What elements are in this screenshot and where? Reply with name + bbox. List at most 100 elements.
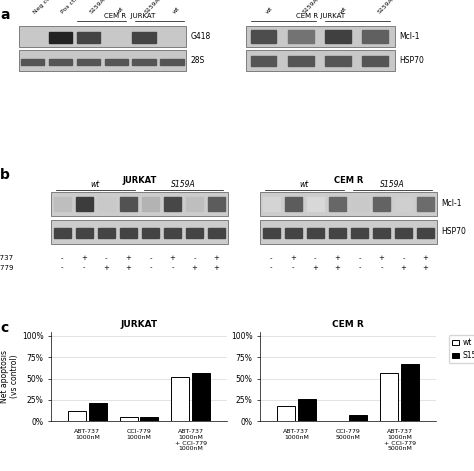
Text: -: -	[402, 255, 405, 261]
Bar	[325, 30, 351, 43]
Bar	[68, 411, 86, 422]
Text: -: -	[149, 255, 152, 261]
Text: -: -	[149, 265, 152, 270]
Text: wt: wt	[300, 180, 309, 189]
Text: -: -	[358, 255, 361, 261]
Bar	[54, 227, 71, 238]
Bar	[76, 197, 92, 211]
FancyBboxPatch shape	[51, 192, 228, 216]
Text: CCI-779
5000nM: CCI-779 5000nM	[336, 429, 360, 440]
Bar	[417, 227, 434, 238]
Bar	[164, 197, 181, 211]
Text: +: +	[423, 265, 428, 270]
Text: +: +	[423, 255, 428, 261]
Text: HSP70: HSP70	[441, 227, 466, 236]
Bar	[89, 404, 107, 422]
Bar	[186, 197, 203, 211]
Bar	[186, 227, 203, 238]
Bar	[325, 56, 351, 66]
Bar	[363, 30, 388, 43]
Legend: wt, S159A: wt, S159A	[448, 335, 474, 363]
Bar	[263, 227, 280, 238]
Bar	[49, 59, 72, 65]
Bar	[351, 197, 368, 211]
Text: ABT-737
1000nM
+ CCI-779
1000nM: ABT-737 1000nM + CCI-779 1000nM	[175, 429, 207, 452]
Text: S159A: S159A	[380, 180, 405, 189]
Bar	[373, 227, 390, 238]
Bar	[277, 406, 295, 422]
Text: ABT-737
1000nM: ABT-737 1000nM	[283, 429, 310, 440]
Bar	[98, 227, 115, 238]
Bar	[132, 59, 155, 65]
Text: +: +	[126, 255, 131, 261]
Text: wt: wt	[91, 180, 100, 189]
Text: S159A: S159A	[376, 0, 394, 15]
Bar	[208, 197, 225, 211]
Text: -: -	[61, 265, 64, 270]
FancyBboxPatch shape	[18, 25, 186, 47]
Text: +: +	[291, 255, 296, 261]
Bar	[329, 197, 346, 211]
Text: +: +	[214, 255, 219, 261]
Bar	[160, 59, 183, 65]
Bar	[54, 197, 71, 211]
Bar	[120, 227, 137, 238]
Bar	[395, 227, 412, 238]
Bar	[192, 374, 210, 422]
Bar	[380, 373, 399, 422]
Text: -: -	[171, 265, 174, 270]
Bar	[363, 56, 388, 66]
Text: Mcl-1: Mcl-1	[400, 32, 420, 41]
Text: c: c	[0, 321, 9, 335]
Bar	[120, 417, 138, 422]
Bar	[328, 421, 347, 422]
Bar	[77, 59, 100, 65]
Text: +: +	[170, 255, 175, 261]
Text: -: -	[193, 255, 196, 261]
Text: +: +	[401, 265, 407, 270]
FancyBboxPatch shape	[260, 192, 437, 216]
Bar	[401, 364, 419, 422]
Bar	[120, 197, 137, 211]
Text: +: +	[312, 265, 319, 270]
Bar	[349, 415, 367, 422]
Bar	[373, 197, 390, 211]
Y-axis label: Net apoptosis
(vs control): Net apoptosis (vs control)	[0, 350, 19, 403]
Text: CEM R JURKAT: CEM R JURKAT	[296, 13, 345, 19]
Bar	[417, 197, 434, 211]
Text: wt: wt	[172, 6, 181, 15]
Text: wt: wt	[265, 6, 274, 15]
Text: -: -	[83, 265, 85, 270]
Bar	[132, 32, 155, 42]
Text: S159A: S159A	[302, 0, 319, 15]
Title: CEM R: CEM R	[332, 320, 364, 329]
Text: -: -	[270, 255, 273, 261]
Text: CEM R: CEM R	[334, 176, 363, 186]
Bar	[208, 227, 225, 238]
Text: ABT-737: ABT-737	[0, 255, 14, 261]
Text: G418: G418	[191, 32, 211, 41]
Text: wt: wt	[116, 6, 125, 15]
Text: -: -	[105, 255, 108, 261]
Text: -: -	[314, 255, 317, 261]
FancyBboxPatch shape	[246, 50, 395, 71]
Bar	[285, 197, 301, 211]
Text: Pos ctrl: Pos ctrl	[61, 0, 80, 15]
Text: S159A: S159A	[88, 0, 106, 15]
Bar	[307, 227, 324, 238]
Bar	[263, 197, 280, 211]
FancyBboxPatch shape	[18, 50, 186, 71]
Text: -: -	[292, 265, 294, 270]
Text: +: +	[191, 265, 198, 270]
Text: a: a	[0, 8, 9, 22]
Bar	[351, 227, 368, 238]
Text: +: +	[82, 255, 87, 261]
FancyBboxPatch shape	[260, 220, 437, 244]
Title: JURKAT: JURKAT	[120, 320, 158, 329]
Text: Mcl-1: Mcl-1	[441, 199, 462, 208]
Text: S159A: S159A	[144, 0, 162, 15]
Text: -: -	[270, 265, 273, 270]
Text: +: +	[214, 265, 219, 270]
Bar	[21, 59, 44, 65]
Bar	[105, 59, 128, 65]
